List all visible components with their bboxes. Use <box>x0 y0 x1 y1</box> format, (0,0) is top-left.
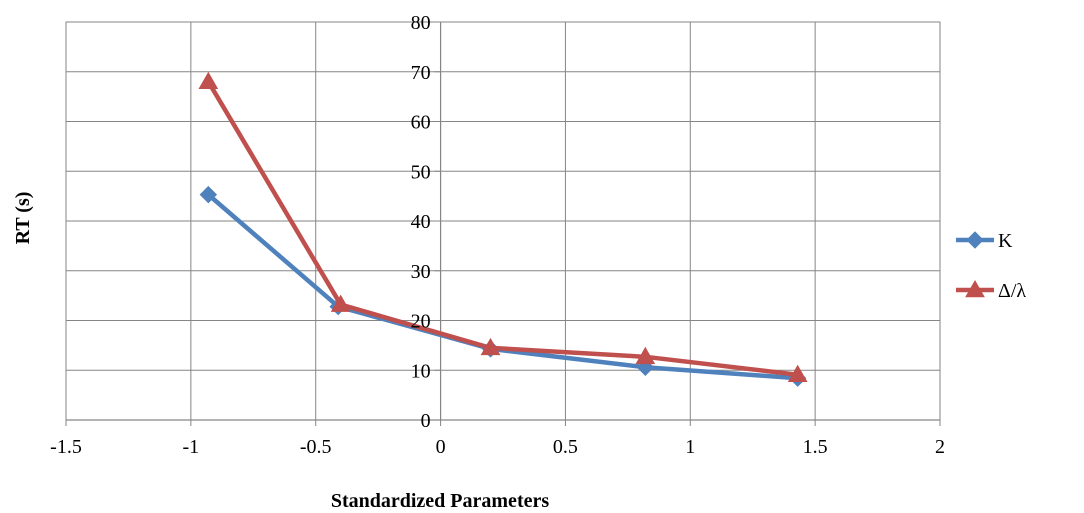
legend-marker <box>965 279 985 298</box>
series-group <box>198 71 808 387</box>
legend-item: K <box>956 230 1013 252</box>
data-point <box>480 337 501 356</box>
x-tick-label: -0.5 <box>300 436 332 458</box>
legend-marker <box>966 231 984 249</box>
y-tick-label: 50 <box>411 161 431 183</box>
series-delta-lambda <box>198 71 808 382</box>
legend-label: K <box>998 230 1013 252</box>
x-tick-label: 1.5 <box>803 436 828 458</box>
series-line <box>206 80 798 377</box>
y-tick-label: 0 <box>421 410 431 432</box>
series-k <box>199 185 807 387</box>
y-tick-label: 80 <box>411 12 431 34</box>
x-tick-label: 2 <box>935 436 945 458</box>
data-point <box>198 71 219 89</box>
axes <box>65 21 941 426</box>
x-axis-title: Standardized Parameters <box>331 490 550 512</box>
data-point <box>199 185 218 204</box>
x-tick-label: -1 <box>183 436 200 458</box>
legend-label: Δ/λ <box>998 280 1026 302</box>
y-axis-title: RT (s) <box>12 192 34 245</box>
legend-item: Δ/λ <box>956 279 1026 302</box>
data-point <box>635 346 656 365</box>
y-tick-label: 20 <box>411 311 431 333</box>
x-tick-label: 0 <box>436 436 446 458</box>
y-tick-label: 10 <box>411 360 431 382</box>
x-tick-label: -1.5 <box>50 436 82 458</box>
y-tick-label: 60 <box>411 112 431 134</box>
x-tick-label: 0.5 <box>553 436 578 458</box>
data-point <box>330 294 351 312</box>
y-tick-label: 70 <box>411 62 431 84</box>
y-tick-label: 40 <box>411 211 431 233</box>
legend: K Δ/λ <box>956 230 1026 302</box>
data-point <box>787 364 808 382</box>
y-tick-label: 30 <box>411 261 431 283</box>
gridlines <box>65 21 941 421</box>
x-tick-label: 1 <box>685 436 695 458</box>
